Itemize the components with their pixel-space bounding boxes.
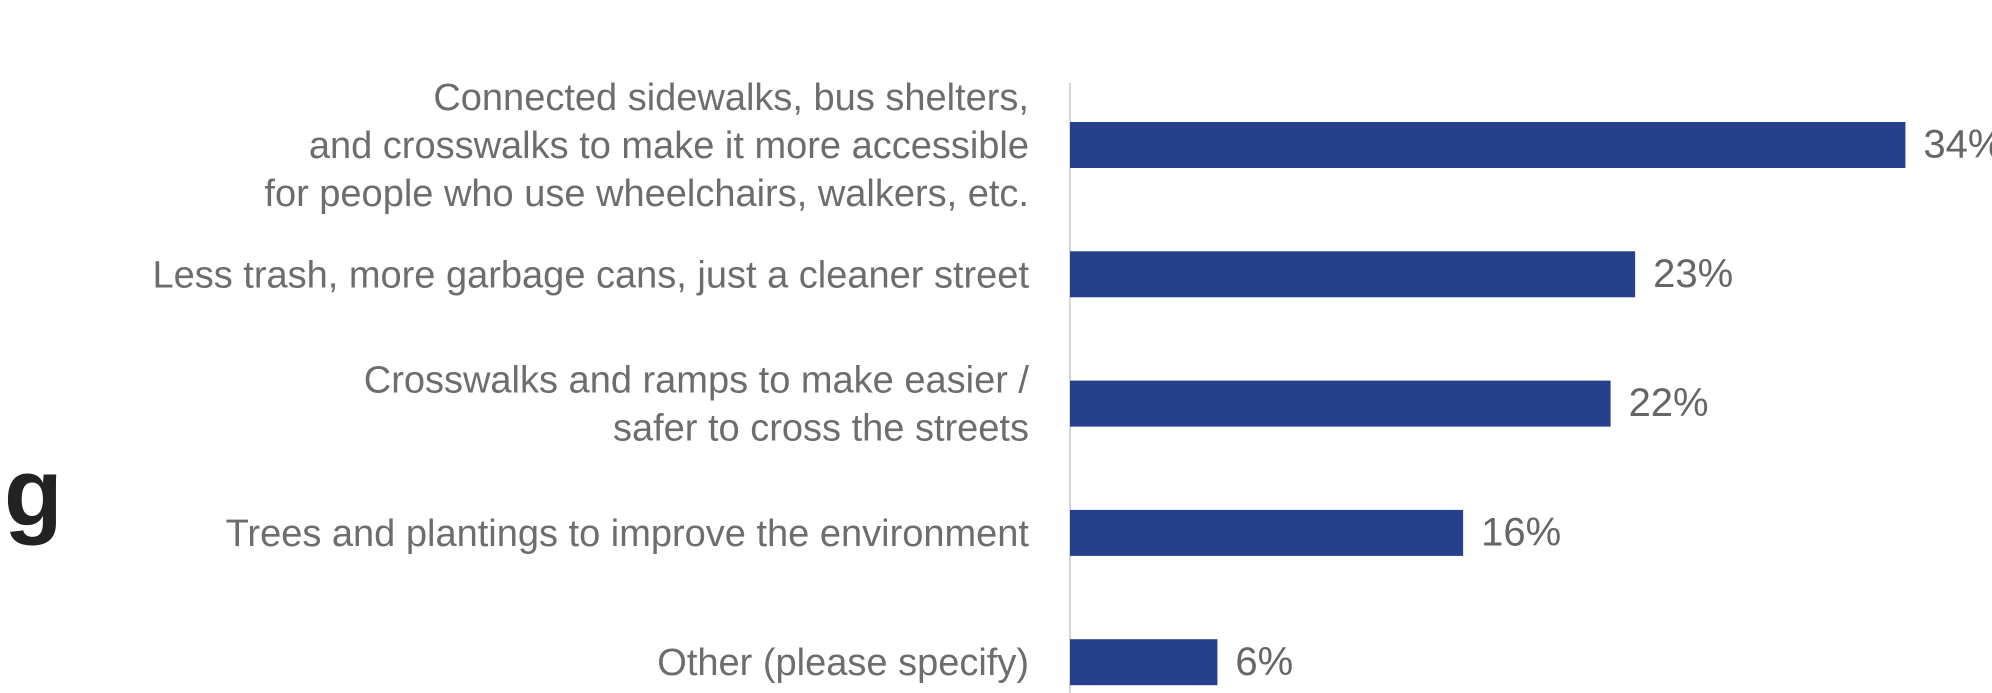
bar: [1070, 639, 1218, 686]
value-label: 34%: [1923, 123, 1992, 167]
chart-title: g: [4, 439, 63, 546]
bar: [1070, 251, 1636, 298]
bar: [1070, 122, 1906, 168]
category-label: Connected sidewalks, bus shelters, and cr…: [264, 77, 1029, 215]
category-label: Less trash, more garbage cans, just a cl…: [152, 254, 1029, 296]
value-label: 23%: [1653, 252, 1733, 296]
value-label: 22%: [1629, 381, 1709, 425]
value-label: 16%: [1481, 510, 1561, 554]
bar: [1070, 380, 1611, 427]
value-label: 6%: [1235, 640, 1293, 684]
category-label: Crosswalks and ramps to make easier / saf…: [364, 360, 1030, 450]
bar: [1070, 509, 1464, 556]
category-label: Other (please specify): [657, 642, 1029, 684]
category-label: Trees and plantings to improve the envir…: [226, 513, 1030, 555]
